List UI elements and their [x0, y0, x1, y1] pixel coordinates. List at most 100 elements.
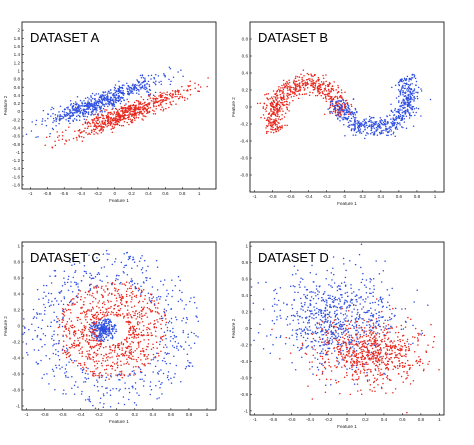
data-point [97, 340, 99, 342]
y-tick-label: 1.8 [14, 36, 21, 41]
data-point [100, 128, 102, 131]
data-point [44, 343, 46, 346]
data-point [344, 100, 347, 102]
data-point [179, 95, 181, 98]
data-point [395, 124, 398, 126]
data-point [409, 104, 411, 106]
data-point [115, 99, 118, 101]
data-point [146, 112, 148, 115]
data-point [131, 90, 134, 93]
data-point [283, 93, 285, 95]
data-point [135, 358, 138, 361]
data-point [81, 105, 84, 107]
data-point [52, 344, 54, 347]
data-point [329, 305, 331, 308]
data-point [160, 327, 163, 330]
data-point [83, 310, 85, 313]
data-point [300, 308, 302, 310]
data-point [321, 320, 323, 322]
data-point [99, 110, 101, 113]
data-point [71, 375, 73, 378]
data-point [127, 346, 129, 348]
data-point [129, 328, 132, 330]
data-point [92, 322, 95, 325]
data-point [133, 305, 136, 307]
data-point [95, 339, 97, 342]
data-point [283, 104, 286, 106]
data-point [317, 368, 320, 371]
data-point [66, 303, 69, 306]
data-point [74, 271, 76, 274]
data-point [93, 104, 95, 107]
data-point [337, 113, 339, 116]
data-point [86, 123, 89, 125]
data-point [40, 338, 42, 341]
data-point [92, 119, 94, 121]
data-point [104, 121, 106, 123]
data-point [363, 118, 365, 121]
data-point [65, 344, 68, 347]
data-point [75, 283, 78, 286]
data-point [93, 296, 95, 299]
data-point [270, 131, 272, 133]
data-point [121, 352, 124, 355]
data-point [93, 314, 96, 317]
data-point [99, 402, 101, 404]
data-point [295, 85, 297, 87]
data-point [132, 355, 134, 357]
data-point [136, 360, 138, 363]
data-point [327, 95, 329, 97]
data-point [129, 314, 132, 316]
data-point [296, 312, 298, 315]
data-point [282, 88, 285, 90]
data-point [46, 325, 49, 327]
data-point [95, 336, 97, 339]
data-point [352, 134, 355, 136]
data-point [367, 133, 369, 135]
data-point [376, 128, 379, 130]
data-point [336, 105, 338, 107]
data-point [83, 108, 85, 110]
data-point [95, 344, 98, 347]
data-point [73, 359, 76, 362]
data-point [48, 135, 51, 138]
data-point [335, 379, 337, 382]
data-point [390, 103, 392, 105]
data-point [404, 111, 407, 114]
data-point [161, 96, 163, 98]
data-point [93, 346, 96, 348]
data-point [133, 261, 136, 263]
data-point [79, 298, 82, 301]
data-point [84, 377, 86, 379]
data-point [124, 104, 126, 107]
data-point [122, 317, 125, 319]
data-point [364, 300, 366, 303]
data-point [162, 109, 164, 112]
data-point [100, 342, 102, 345]
data-point [319, 323, 321, 326]
data-point [316, 366, 319, 369]
y-tick-label: -0.6 [240, 156, 248, 161]
data-point [130, 353, 132, 355]
data-point [322, 312, 325, 314]
data-point [64, 283, 66, 285]
data-point [118, 88, 121, 91]
data-point [313, 317, 315, 320]
data-point [171, 93, 173, 95]
data-point [94, 372, 96, 375]
data-point [69, 99, 72, 102]
data-point [80, 279, 83, 282]
data-point [328, 107, 331, 110]
data-point [265, 130, 268, 133]
data-point [401, 80, 403, 83]
data-point [53, 343, 55, 345]
data-point [336, 108, 339, 111]
data-point [83, 301, 85, 303]
data-point [63, 315, 66, 317]
data-point [133, 337, 135, 339]
data-point [122, 313, 124, 315]
data-point [413, 97, 415, 99]
data-point [161, 359, 164, 362]
data-point [97, 125, 100, 128]
data-point [375, 121, 378, 123]
